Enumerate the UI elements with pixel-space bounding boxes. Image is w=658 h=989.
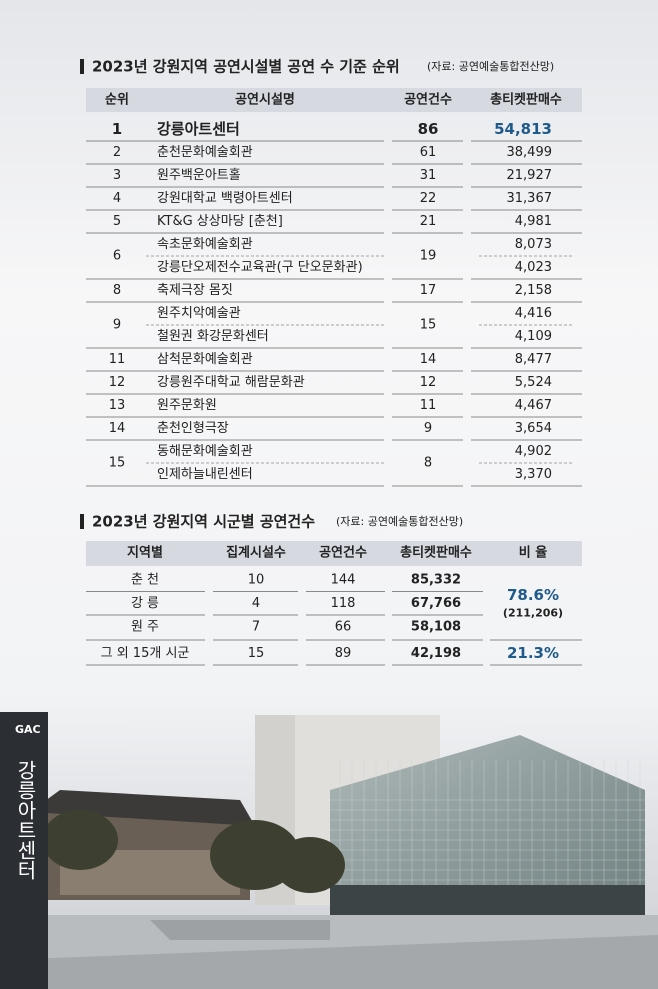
cell: 공연건수 bbox=[319, 545, 367, 561]
cell: 15 bbox=[420, 318, 437, 333]
cell: 4,981 bbox=[515, 214, 552, 229]
cell: 14 bbox=[420, 352, 437, 367]
cell: 13 bbox=[109, 398, 126, 413]
cell: 14 bbox=[109, 421, 126, 436]
cell: 동해문화예술회관 bbox=[157, 444, 253, 459]
cell: 원 주 bbox=[131, 619, 159, 634]
cell: KT&G 상상마당 [춘천] bbox=[157, 214, 283, 229]
cell: 11 bbox=[109, 352, 126, 367]
cell: 2,158 bbox=[515, 283, 552, 298]
cell: 21 bbox=[420, 214, 437, 229]
cell: 축제극장 몸짓 bbox=[157, 283, 233, 298]
cell: 3,370 bbox=[515, 467, 552, 482]
cell: 8 bbox=[424, 456, 432, 471]
svg-text:GAC: GAC bbox=[15, 723, 41, 736]
cell: 3,654 bbox=[515, 421, 552, 436]
cell: 12 bbox=[109, 375, 126, 390]
cell: 춘천문화예술회관 bbox=[157, 145, 253, 160]
cell: 42,198 bbox=[411, 646, 461, 661]
header-band bbox=[86, 541, 582, 566]
cell: 춘천인형극장 bbox=[157, 421, 229, 436]
cell: (자료: 공연예술통합전산망) bbox=[336, 515, 463, 528]
cell: 31 bbox=[420, 168, 437, 183]
cell: 11 bbox=[420, 398, 437, 413]
cell: 1 bbox=[112, 120, 122, 138]
cell: 21.3% bbox=[507, 644, 559, 662]
cell: 61 bbox=[420, 145, 437, 160]
cell: 4,416 bbox=[515, 306, 552, 321]
cell: 31,367 bbox=[507, 191, 553, 206]
cell: 지역별 bbox=[127, 545, 163, 561]
cell: 총티켓판매수 bbox=[400, 545, 472, 561]
cell: 강릉단오제전수교육관(구 단오문화관) bbox=[157, 260, 363, 275]
cell: 4,467 bbox=[515, 398, 552, 413]
cell: 8,477 bbox=[515, 352, 552, 367]
cell: 원주치악예술관 bbox=[157, 306, 241, 321]
cell: 철원권 화강문화센터 bbox=[157, 329, 269, 344]
cell: 5,524 bbox=[515, 375, 552, 390]
cell: 89 bbox=[335, 646, 352, 661]
cell: 5 bbox=[113, 214, 121, 229]
cell: 원주문화원 bbox=[157, 398, 217, 413]
cell: 144 bbox=[331, 572, 356, 587]
cell: 집계시설수 bbox=[226, 546, 286, 561]
cell: 강릉원주대학교 해람문화관 bbox=[157, 375, 305, 390]
cell: 9 bbox=[424, 421, 432, 436]
cell: 67,766 bbox=[411, 596, 461, 611]
cell: 8,073 bbox=[515, 237, 552, 252]
cell: 15 bbox=[248, 646, 265, 661]
cell: 그 외 15개 시군 bbox=[101, 646, 190, 661]
cell: 2023년 강원지역 공연시설별 공연 수 기준 순위 bbox=[92, 58, 400, 76]
cell: 15 bbox=[109, 456, 126, 471]
cell: 춘 천 bbox=[131, 572, 159, 587]
cell: 9 bbox=[113, 318, 121, 333]
cell: 12 bbox=[420, 375, 437, 390]
cell: 삼척문화예술회관 bbox=[157, 352, 253, 367]
cell: 86 bbox=[418, 120, 439, 138]
sign-text: 강릉아트센터 bbox=[14, 760, 38, 880]
cell: 2023년 강원지역 시군별 공연건수 bbox=[92, 513, 315, 531]
cell: (자료: 공연예술통합전산망) bbox=[427, 60, 554, 73]
cell: 66 bbox=[335, 619, 352, 634]
cell: 19 bbox=[420, 249, 437, 264]
cell: 118 bbox=[331, 596, 356, 611]
cell: 4 bbox=[252, 596, 260, 611]
cell: 3 bbox=[113, 168, 121, 183]
cell: (211,206) bbox=[503, 606, 563, 619]
cell: 38,499 bbox=[507, 145, 553, 160]
cell: 공연건수 bbox=[404, 92, 452, 108]
header-band bbox=[86, 88, 582, 112]
cell: 21,927 bbox=[507, 168, 553, 183]
title-marker bbox=[80, 59, 84, 74]
cell: 8 bbox=[113, 283, 121, 298]
cell: 원주백운아트홀 bbox=[157, 168, 241, 183]
cell: 17 bbox=[420, 283, 437, 298]
cell: 총티켓판매수 bbox=[490, 92, 562, 108]
cell: 85,332 bbox=[411, 572, 461, 587]
cell: 22 bbox=[420, 191, 437, 206]
cell: 공연시설명 bbox=[235, 92, 295, 108]
cell: 인제하늘내린센터 bbox=[157, 467, 253, 482]
cell: 6 bbox=[113, 249, 121, 264]
cell: 강 릉 bbox=[131, 596, 159, 611]
photo: GAC bbox=[0, 712, 658, 989]
cell: 순위 bbox=[105, 93, 129, 108]
cell: 78.6% bbox=[507, 586, 559, 604]
cell: 4,902 bbox=[515, 444, 552, 459]
cell: 7 bbox=[252, 619, 260, 634]
cell: 강릉아트센터 bbox=[157, 120, 240, 138]
cell: 비 율 bbox=[519, 545, 547, 561]
cell: 4,023 bbox=[515, 260, 552, 275]
cell: 강원대학교 백령아트센터 bbox=[157, 191, 293, 206]
cell: 4 bbox=[113, 191, 121, 206]
title-marker bbox=[80, 514, 84, 529]
cell: 속초문화예술회관 bbox=[157, 237, 253, 252]
cell: 2 bbox=[113, 145, 121, 160]
cell: 10 bbox=[248, 572, 265, 587]
cell: 54,813 bbox=[494, 120, 552, 138]
cell: 58,108 bbox=[411, 619, 461, 634]
cell: 4,109 bbox=[515, 329, 552, 344]
